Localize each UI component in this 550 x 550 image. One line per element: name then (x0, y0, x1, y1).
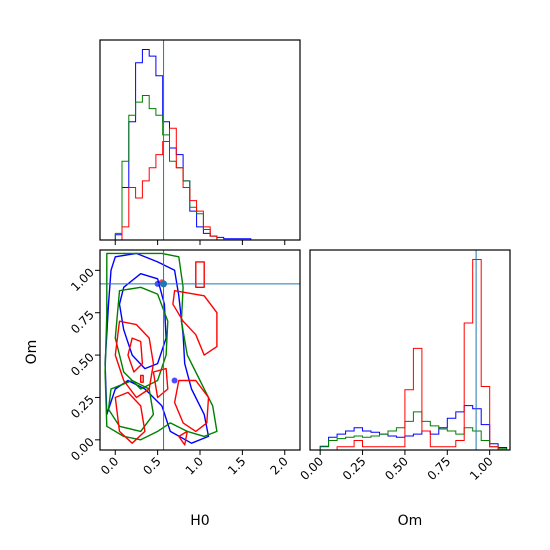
xtick-label-H0: 1.5 (225, 454, 248, 477)
contour-2-7 (140, 374, 144, 383)
contour-2-8 (178, 430, 188, 446)
contour-1-0 (104, 252, 218, 441)
contour-2-0 (195, 261, 205, 288)
contour-2-6 (173, 379, 210, 433)
xlabel-Om: Om (398, 513, 423, 529)
contour-1-2 (107, 379, 155, 433)
marker-2 (171, 377, 178, 384)
hist-H0-series-2 (108, 127, 292, 240)
contour-plot-area (104, 250, 218, 450)
panel-2d-H0-Om: 0.0 0.5 1.0 1.5 2.0 0.00 0.25 0.50 0.75 1.00 (68, 249, 301, 478)
contour-2-2 (114, 320, 155, 399)
contour-2-1 (172, 290, 218, 356)
xtick-label-H0: 0.0 (98, 454, 121, 477)
xtick-label-Om: 1.00 (467, 454, 496, 483)
hist-Om-series-1 (319, 411, 508, 450)
contour-1-1 (114, 286, 169, 390)
ytick-label-Om: 0.00 (68, 435, 97, 464)
xtick-label-Om: 0.50 (382, 454, 411, 483)
hist-Om-series-0 (319, 405, 508, 450)
xtick-label-Om: 0.25 (340, 454, 369, 483)
panel-hist-H0 (99, 39, 301, 245)
xtick-label-H0: 2.0 (267, 454, 290, 477)
panel-hist-Om: 0.00 0.25 0.50 0.75 1.00 (297, 249, 511, 483)
contour-2-4 (152, 367, 169, 399)
xtick-label-Om: 0.00 (297, 454, 326, 483)
hist-Om-series-2 (320, 259, 507, 450)
frame-hist-H0 (99, 39, 301, 241)
ytick-label-Om: 0.75 (68, 308, 97, 337)
frame-hist-Om (309, 249, 511, 451)
truth-point (160, 280, 168, 288)
contour-2-3 (127, 337, 144, 373)
ytick-label-Om: 1.00 (68, 265, 97, 294)
hist-H0-plot-area (108, 40, 292, 240)
hist-Om-plot-area (319, 250, 508, 450)
xtick-label-Om: 0.75 (425, 454, 454, 483)
xtick-label-H0: 1.0 (183, 454, 206, 477)
xlabel-H0: H0 (190, 513, 209, 529)
ytick-label-Om: 0.25 (68, 393, 97, 422)
ytick-label-Om: 0.50 (68, 350, 97, 379)
xtick-label-H0: 0.5 (140, 454, 163, 477)
contour-2-5 (114, 391, 146, 444)
ylabel-Om: Om (24, 340, 40, 365)
